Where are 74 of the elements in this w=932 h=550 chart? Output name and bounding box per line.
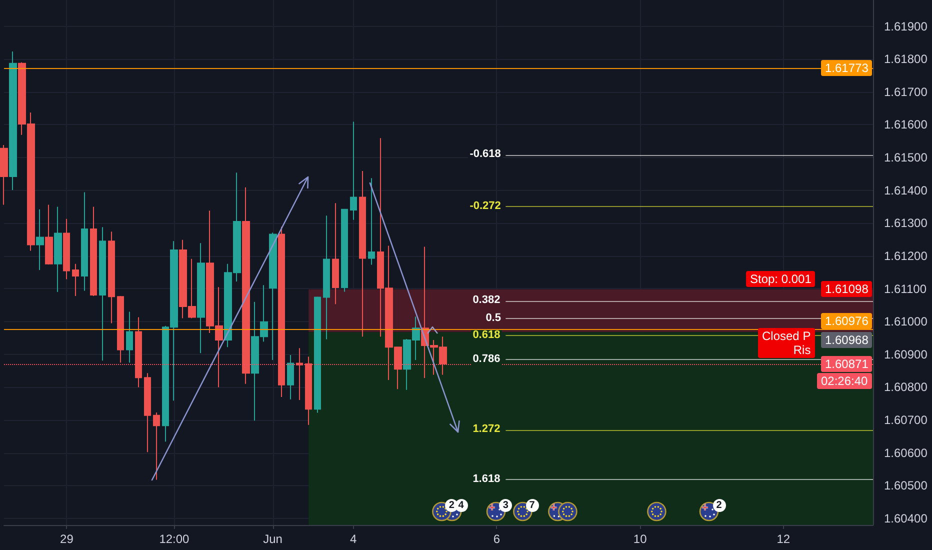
candlestick	[323, 215, 330, 340]
candlestick	[135, 316, 142, 388]
candlestick	[81, 192, 88, 292]
y-tick-label: 1.61400	[884, 183, 928, 198]
y-tick-label: 1.60400	[884, 511, 928, 526]
candlestick	[278, 226, 285, 398]
candlestick	[54, 206, 62, 293]
y-tick-label: 1.61900	[884, 19, 928, 34]
y-tick-label: 1.61600	[884, 118, 928, 132]
x-tick-label: 29	[60, 532, 74, 546]
annotation: 0.786	[470, 352, 502, 365]
candlestick	[45, 204, 53, 265]
candlestick	[242, 186, 250, 384]
candlestick	[126, 311, 133, 364]
y-tick-label: 1.60800	[884, 380, 928, 394]
candlestick	[359, 170, 366, 338]
annotation: -0.272	[468, 200, 503, 212]
candlestick	[72, 263, 79, 296]
annotation: 2	[712, 499, 726, 512]
candlestick	[99, 226, 106, 362]
y-tick-label: 1.61000	[884, 314, 928, 329]
x-tick-label: 12:00	[159, 532, 190, 546]
candlestick	[197, 242, 205, 354]
y-tick-label: 1.61500	[884, 150, 928, 164]
candlestick	[108, 231, 115, 324]
annotation: Stop: 0.001	[746, 271, 816, 288]
candlestick	[144, 372, 151, 453]
candlestick	[36, 208, 44, 271]
ref-line-label: 1.60976	[821, 313, 872, 330]
annotation: 3	[499, 499, 512, 512]
candlestick	[314, 296, 321, 414]
annotation: 1.618	[470, 472, 502, 485]
y-tick-label: 1.60500	[884, 478, 928, 493]
candlestick	[296, 348, 303, 400]
candlestick	[287, 354, 294, 400]
y-tick-label: 1.60600	[884, 446, 928, 460]
annotation: 02:26:40	[817, 372, 872, 389]
candlestick	[90, 206, 97, 296]
annotation: 1.60968	[821, 332, 872, 348]
annotation: 2	[445, 499, 458, 512]
annotation: 7	[526, 499, 538, 512]
candlestick	[368, 178, 375, 266]
x-tick-label: 10	[633, 532, 648, 546]
y-tick-label: 1.61200	[884, 248, 928, 263]
candlestick	[9, 51, 17, 190]
x-tick-label: 4	[350, 532, 358, 546]
y-tick-label: 1.61100	[884, 282, 927, 296]
annotation: 0.5	[484, 312, 503, 324]
candlestick	[0, 144, 8, 206]
candlestick	[153, 412, 160, 480]
y-tick-label: 1.61300	[884, 216, 928, 230]
candlestick	[332, 202, 339, 305]
annotation: 1.61098	[821, 281, 872, 298]
annotation: 1.272	[470, 423, 502, 436]
candlestick	[305, 356, 312, 426]
ref-line-label: 1.60871	[821, 356, 872, 372]
annotation: -0.618	[468, 148, 503, 160]
y-tick-label: 1.60700	[884, 413, 928, 427]
annotation: 0.618	[470, 328, 502, 341]
annotation: 4	[454, 499, 468, 512]
y-tick-label: 1.61700	[884, 84, 928, 99]
candlestick	[341, 208, 348, 292]
y-tick-label: 1.61800	[884, 52, 928, 66]
x-tick-label: 12	[776, 532, 790, 546]
annotation: Closed P Ris	[758, 328, 815, 358]
candlestick	[269, 232, 277, 360]
y-tick-label: 1.60900	[884, 347, 928, 362]
x-tick-label: Jun	[263, 532, 282, 546]
ref-line-label: 1.61773	[821, 60, 872, 76]
candlestick	[63, 218, 70, 280]
annotation: 0.382	[470, 294, 502, 306]
x-tick-label: 6	[493, 532, 500, 546]
candlestick	[117, 295, 124, 364]
candlestick	[350, 121, 357, 220]
